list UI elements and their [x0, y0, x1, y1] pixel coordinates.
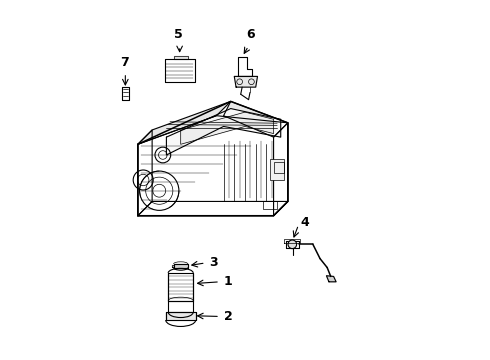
Text: 6: 6 — [246, 28, 255, 41]
Polygon shape — [168, 301, 193, 312]
Text: 3: 3 — [209, 256, 218, 269]
Polygon shape — [138, 116, 288, 216]
Polygon shape — [168, 273, 193, 301]
Polygon shape — [223, 102, 288, 137]
Polygon shape — [138, 130, 152, 216]
Polygon shape — [238, 57, 252, 76]
Text: 7: 7 — [120, 55, 129, 68]
Polygon shape — [173, 264, 188, 267]
Circle shape — [288, 240, 296, 249]
Polygon shape — [172, 265, 173, 267]
Polygon shape — [138, 102, 231, 144]
Polygon shape — [273, 123, 288, 216]
Polygon shape — [173, 56, 188, 59]
Text: 1: 1 — [223, 275, 232, 288]
Polygon shape — [234, 76, 258, 87]
Text: 2: 2 — [223, 310, 232, 323]
Text: 4: 4 — [300, 216, 309, 229]
Polygon shape — [326, 276, 336, 282]
Text: 5: 5 — [174, 28, 183, 41]
Polygon shape — [165, 59, 195, 82]
Bar — [273, 162, 284, 173]
Polygon shape — [286, 241, 298, 248]
Polygon shape — [138, 202, 288, 216]
Polygon shape — [167, 109, 281, 155]
Polygon shape — [181, 112, 273, 144]
Polygon shape — [122, 87, 129, 100]
Polygon shape — [166, 312, 196, 320]
Bar — [270, 158, 284, 180]
